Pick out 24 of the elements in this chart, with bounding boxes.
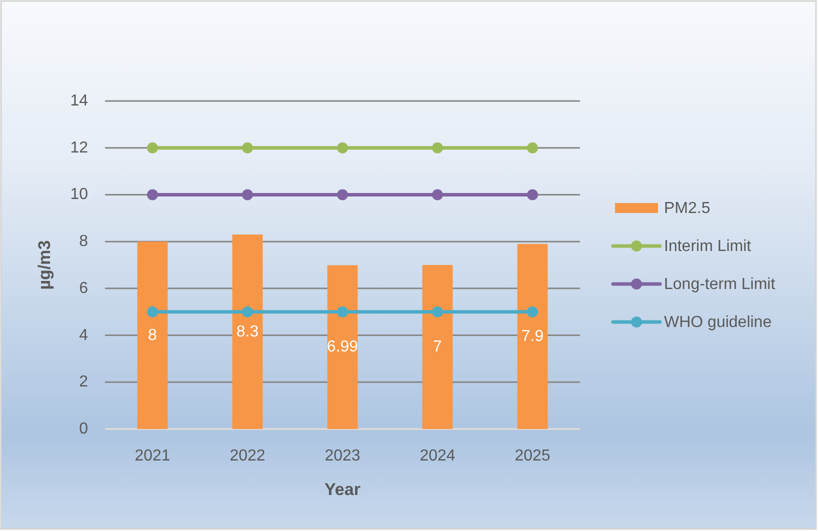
x-tick-label: 2022 [230,448,266,464]
x-tick-label: 2021 [134,448,170,464]
y-tick-label: 2 [79,374,88,391]
data-label: 8.3 [236,323,259,340]
y-axis-title: µg/m3 [34,240,54,290]
y-tick-label: 0 [79,420,88,438]
legend-label: Long-term Limit [664,276,776,292]
y-tick-label: 8 [79,233,88,250]
x-tick-label: 2023 [324,448,360,464]
x-axis-title: Year [324,480,361,498]
legend-label: Interim Limit [664,238,752,254]
data-label: 8 [148,326,158,344]
legend-label: PM2.5 [664,200,710,216]
data-label: 7 [433,338,442,356]
data-label: 7.9 [521,328,544,345]
legend-label: WHO guideline [664,314,772,330]
y-tick-label: 14 [70,92,88,110]
x-tick-label: 2025 [514,448,550,464]
y-tick-label: 6 [79,280,88,297]
y-tick-label: 4 [79,326,88,344]
x-tick-label: 2024 [420,448,456,464]
y-tick-label: 12 [70,139,88,156]
y-tick-label: 10 [70,186,88,204]
data-label: 6.99 [326,338,358,356]
